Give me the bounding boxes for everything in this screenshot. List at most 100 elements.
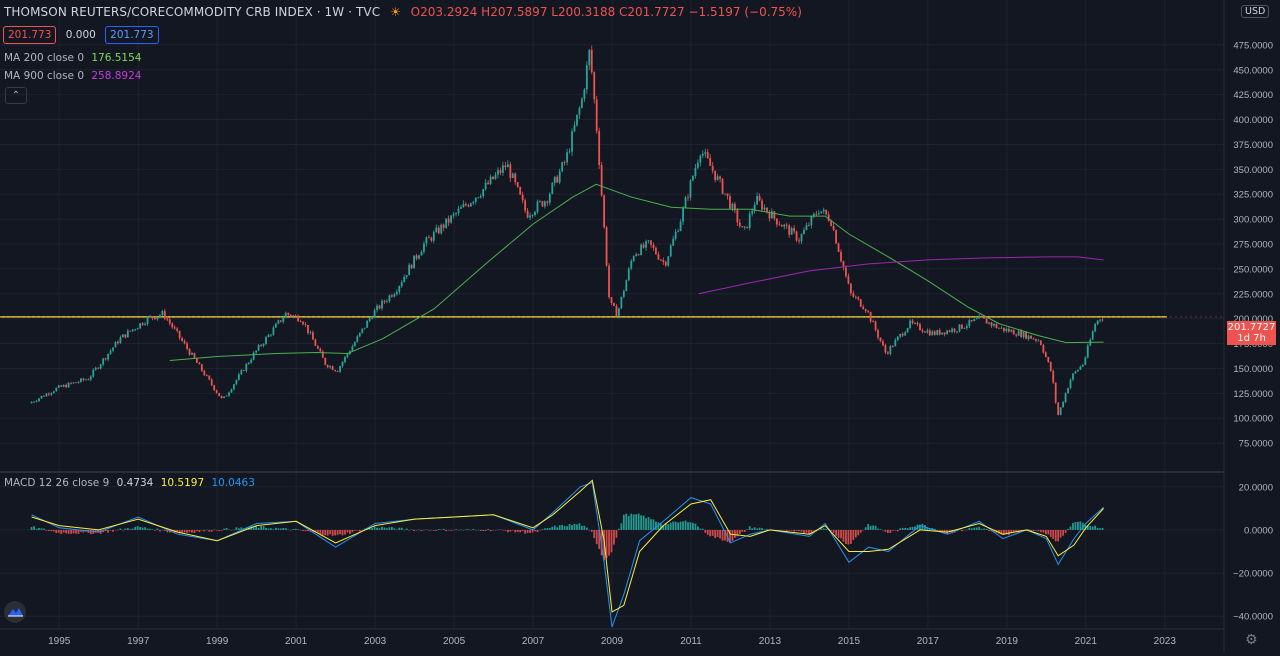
histogram-bar [655,521,657,530]
candle-body [696,162,699,168]
candle-body [928,330,931,336]
histogram-bar [687,522,689,530]
candle-body [899,333,902,337]
candle-body [462,203,465,208]
ma900-label: MA 900 close 0 [4,70,85,82]
sell-price-button[interactable]: 201.773 [3,26,57,44]
candle-body [472,201,475,204]
gear-icon[interactable]: ⚙ [1245,632,1258,648]
candle-body [529,215,531,218]
ohlc-readout: O203.2924 H207.5897 L200.3188 C201.7727 … [410,5,802,19]
histogram-bar [509,529,512,532]
histogram-bar [936,529,939,531]
last-price-label: 201.7727 1d 7h [1227,321,1276,345]
candle-body [1084,357,1087,365]
currency-button[interactable]: USD [1241,5,1270,18]
histogram-bar [891,529,894,531]
macd-label: MACD 12 26 close 9 [4,477,110,489]
candle-body [625,280,628,292]
candle-body [956,331,958,333]
candle-body [869,312,872,322]
histogram-bar [894,529,897,531]
histogram-bar [541,529,544,530]
candle-body [642,244,645,248]
candle-body [672,238,675,246]
histogram-bar [820,528,823,530]
candle-body [548,193,551,203]
candle-body [494,174,497,180]
candle-body [410,264,413,269]
symbol-title[interactable]: THOMSON REUTERS/CORECOMMODITY CRB INDEX … [4,5,381,19]
candle-body [978,316,981,319]
price-pane[interactable] [0,45,1224,416]
candle-body [455,213,457,214]
ma900-legend[interactable]: MA 900 close 0 258.8924 [4,70,141,82]
histogram-bar [970,528,973,530]
histogram-bar [1054,529,1057,542]
candle-body [931,331,934,336]
histogram-bar [914,526,916,530]
histogram-bar [568,524,571,530]
histogram-bar [1007,529,1010,535]
histogram-bar [1089,525,1092,530]
candle-body [131,329,134,332]
histogram-bar [358,529,361,532]
candle-body [620,296,623,309]
histogram-bar [852,529,855,540]
histogram-bar [766,529,768,530]
histogram-bar [625,513,628,530]
candle-body [218,392,221,397]
candle-body [193,353,196,359]
histogram-bar [627,516,630,530]
histogram-bar [531,529,534,533]
histogram-bar [709,529,712,537]
histogram-bar [70,529,72,534]
histogram-bar [763,529,766,530]
histogram-bar [208,529,211,532]
histogram-bar [849,529,852,544]
histogram-bar [714,529,717,539]
candle-body [395,291,398,295]
y-tick-label: 450.0000 [1233,65,1273,76]
histogram-bar [474,529,477,531]
candle-body [679,221,682,231]
histogram-bar [432,529,435,531]
macd-legend[interactable]: MACD 12 26 close 9 0.4734 10.5197 10.046… [4,477,255,489]
candle-body [104,358,107,360]
y-tick-label: 475.0000 [1233,40,1273,51]
histogram-bar [89,529,92,535]
candle-body [951,328,953,332]
histogram-bar [1037,529,1040,532]
histogram-bar [951,529,953,534]
histogram-bar [265,527,267,530]
candle-body [805,225,808,230]
y-tick-label: 400.0000 [1233,115,1273,126]
histogram-bar [188,529,191,533]
histogram-bar [368,527,371,530]
candle-body [228,392,230,396]
candle-body [376,305,378,311]
buy-price-button[interactable]: 201.773 [105,26,159,44]
candle-body [1017,330,1020,336]
histogram-bar [390,526,393,530]
histogram-bar [356,529,359,531]
candle-body [521,194,524,201]
candle-body [400,282,403,287]
histogram-bar [55,529,58,534]
tradingview-logo-icon[interactable] [4,601,26,623]
histogram-bar [156,528,159,530]
histogram-bar [961,529,963,532]
candle-body [188,348,191,355]
candle-body [398,286,401,292]
collapse-legend-button[interactable]: ⌃ [5,87,27,104]
histogram-bar [583,525,586,530]
macd-pane[interactable] [30,479,1104,628]
histogram-bar [430,529,433,531]
candle-body [47,393,50,395]
ma200-legend[interactable]: MA 200 close 0 176.5154 [4,52,141,64]
candle-body [778,224,781,226]
candle-body [149,316,151,318]
candle-body [240,370,243,375]
